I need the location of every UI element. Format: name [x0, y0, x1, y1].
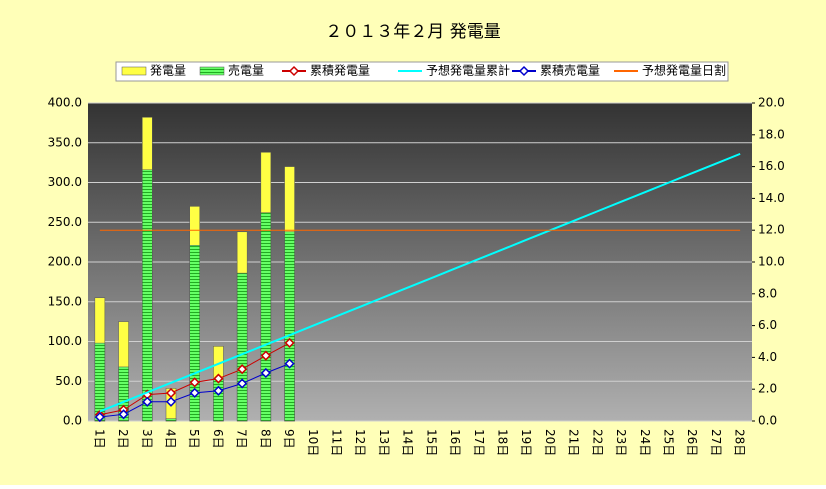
y2-tick-label: 12.0: [758, 223, 785, 237]
y2-tick-label: 8.0: [758, 286, 777, 300]
marker: [213, 373, 224, 384]
x-tick-label: 1日: [92, 429, 106, 449]
x-tick-label: 25日: [662, 429, 676, 456]
x-tick-label: 21日: [567, 429, 581, 456]
x-tick-label: 19日: [519, 429, 533, 456]
x-tick-label: 9日: [282, 429, 296, 449]
bar: [142, 169, 153, 422]
y2-tick-label: 0.0: [758, 414, 777, 428]
y-tick-label: 250.0: [48, 215, 82, 229]
legend-marker: [518, 65, 530, 77]
y-tick-label: 350.0: [48, 135, 82, 149]
x-tick-label: 4日: [164, 429, 178, 449]
x-tick-label: 15日: [424, 429, 438, 456]
legend-marker: [288, 65, 300, 77]
x-tick-label: 13日: [377, 429, 391, 456]
y2-tick-label: 10.0: [758, 255, 785, 269]
x-tick-label: 3日: [140, 429, 154, 449]
x-tick-label: 24日: [638, 429, 652, 456]
x-tick-label: 5日: [187, 429, 201, 449]
bar: [189, 245, 200, 422]
y-tick-label: 150.0: [48, 294, 82, 308]
marker: [142, 396, 153, 407]
marker: [284, 358, 295, 369]
legend-label: 予想発電量日割: [642, 63, 726, 78]
x-tick-label: 6日: [211, 429, 225, 449]
marker: [284, 337, 295, 348]
marker: [260, 367, 271, 379]
x-tick-label: 14日: [401, 429, 415, 456]
x-tick-label: 2日: [116, 429, 130, 449]
legend-label: 予想発電量累計: [426, 63, 510, 78]
x-tick-label: 12日: [353, 429, 367, 456]
marker: [94, 411, 105, 423]
y-tick-label: 300.0: [48, 175, 82, 189]
y-tick-label: 200.0: [48, 255, 82, 269]
x-tick-label: 8日: [258, 429, 272, 449]
y2-tick-label: 2.0: [758, 382, 777, 396]
marker: [189, 387, 200, 398]
marker: [237, 378, 248, 389]
marker: [189, 377, 200, 388]
x-tick-label: 10日: [306, 429, 320, 456]
y-tick-label: 100.0: [48, 334, 82, 348]
line: [99, 152, 741, 413]
legend-label: 売電量: [228, 63, 264, 78]
x-tick-label: 23日: [614, 429, 628, 456]
bar: [236, 272, 248, 422]
y-tick-label: 400.0: [48, 96, 82, 110]
y2-tick-label: 4.0: [758, 350, 777, 364]
legend-label: 累積発電量: [310, 63, 370, 78]
x-tick-label: 7日: [235, 429, 249, 449]
y2-tick-label: 6.0: [758, 318, 777, 332]
marker: [118, 409, 129, 420]
y2-tick-label: 16.0: [758, 159, 785, 173]
marker: [165, 396, 177, 407]
bar: [165, 418, 177, 422]
bar: [118, 366, 129, 422]
bar: [260, 212, 272, 422]
marker: [260, 350, 271, 361]
legend-label: 累積売電量: [540, 63, 600, 78]
x-tick-label: 18日: [496, 429, 510, 456]
legend-swatch: [199, 66, 225, 76]
marker: [213, 385, 224, 396]
legend-swatch: [121, 66, 147, 76]
x-tick-label: 11日: [330, 429, 344, 456]
x-tick-label: 28日: [733, 429, 747, 456]
y2-tick-label: 20.0: [758, 96, 785, 110]
y2-tick-label: 14.0: [758, 191, 785, 205]
y2-tick-label: 18.0: [758, 127, 785, 141]
x-tick-label: 22日: [590, 429, 604, 456]
x-tick-label: 16日: [448, 429, 462, 456]
x-tick-label: 20日: [543, 429, 557, 456]
x-tick-label: 26日: [685, 429, 699, 456]
x-tick-label: 17日: [472, 429, 486, 456]
legend-label: 発電量: [150, 64, 186, 78]
chart-title: ２０１３年２月 発電量: [325, 22, 500, 42]
y-tick-label: 0.0: [63, 414, 82, 428]
x-tick-label: 27日: [709, 429, 723, 456]
y-tick-label: 50.0: [55, 374, 82, 388]
bar: [284, 231, 295, 422]
marker: [237, 364, 248, 375]
